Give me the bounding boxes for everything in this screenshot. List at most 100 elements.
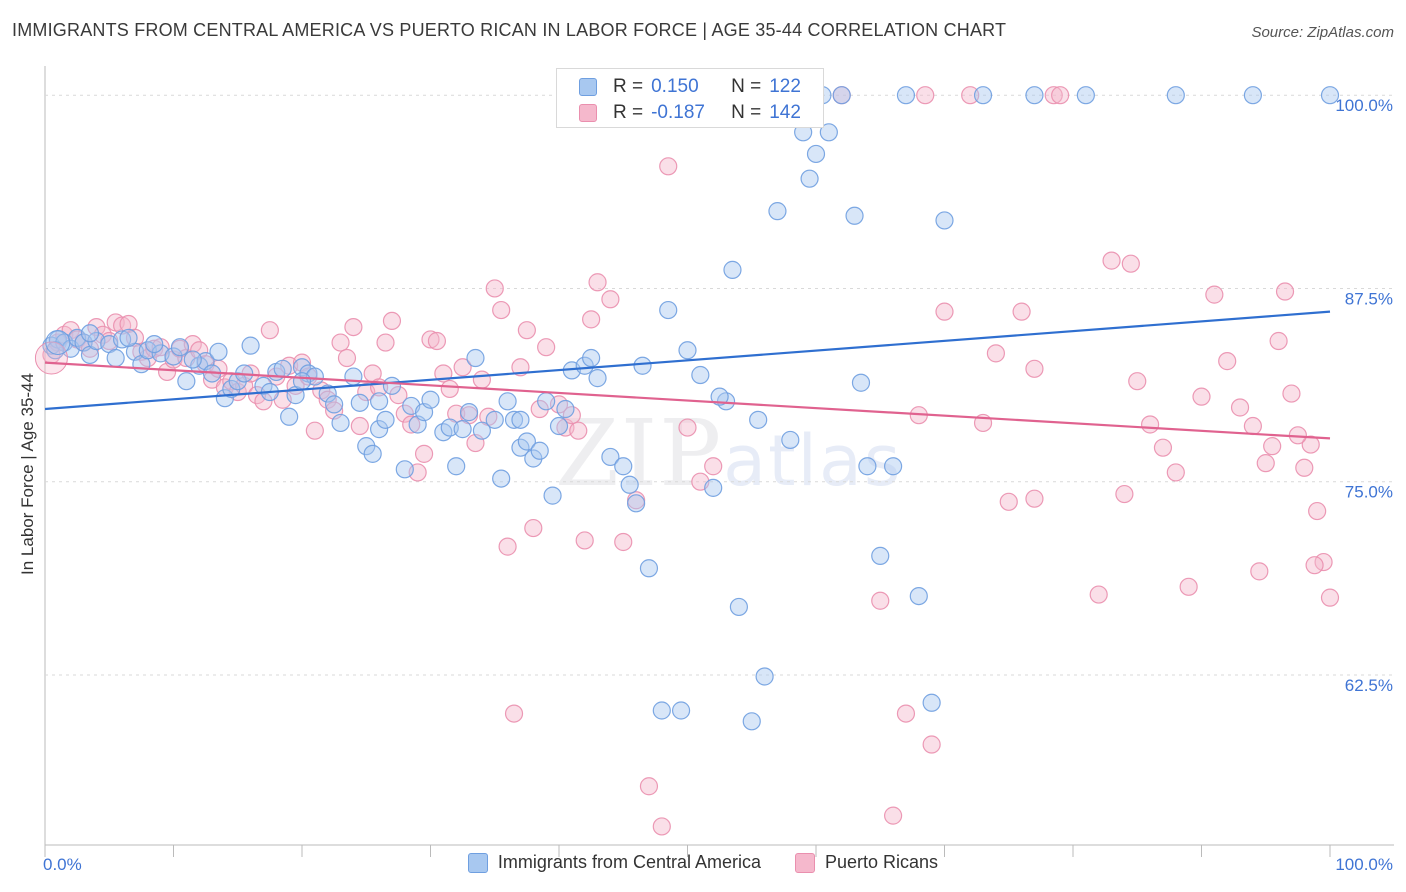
data-point-puerto-rican xyxy=(922,735,941,754)
data-point-puerto-rican xyxy=(485,279,504,298)
data-point-central-america xyxy=(588,369,607,388)
y-tick-label: 75.0% xyxy=(1345,483,1393,502)
data-point-central-america xyxy=(170,338,190,357)
data-point-puerto-rican xyxy=(1305,556,1324,575)
data-point-central-america xyxy=(639,559,659,578)
data-point-puerto-rican xyxy=(582,310,601,329)
data-point-central-america xyxy=(453,420,472,439)
data-point-central-america xyxy=(472,421,491,440)
data-point-puerto-rican xyxy=(344,317,363,337)
data-point-puerto-rican xyxy=(376,333,395,352)
data-point-central-america xyxy=(80,324,100,343)
data-point-central-america xyxy=(119,328,138,348)
data-point-central-america xyxy=(710,387,729,406)
data-point-central-america xyxy=(671,701,691,720)
data-point-central-america xyxy=(485,410,504,429)
data-point-puerto-rican xyxy=(260,321,279,340)
data-point-central-america xyxy=(1025,86,1044,105)
data-point-central-america xyxy=(447,457,466,476)
data-point-puerto-rican xyxy=(916,86,935,105)
data-point-puerto-rican xyxy=(331,333,350,352)
data-point-central-america xyxy=(582,348,601,368)
y-axis-label: In Labor Force | Age 35-44 xyxy=(18,373,37,575)
data-point-puerto-rican xyxy=(1230,398,1250,417)
data-point-puerto-rican xyxy=(652,817,671,836)
data-point-central-america xyxy=(209,342,228,361)
legend-item-central-america[interactable]: Immigrants from Central America xyxy=(467,852,761,873)
y-tick-label: 100.0% xyxy=(1335,96,1393,115)
stats-legend: R = 0.150 N = 122 R = -0.187 N = 142 xyxy=(556,68,824,128)
data-point-central-america xyxy=(370,420,389,439)
data-point-puerto-rican xyxy=(1121,254,1140,273)
data-point-central-america xyxy=(749,410,768,429)
data-point-central-america xyxy=(280,407,299,426)
data-point-central-america xyxy=(909,586,928,606)
data-point-puerto-rican xyxy=(498,537,517,556)
y-tick-label: 62.5% xyxy=(1345,676,1393,695)
data-point-central-america xyxy=(530,441,549,460)
data-point-puerto-rican xyxy=(1205,285,1224,304)
data-point-central-america xyxy=(459,403,479,422)
n-value: 122 xyxy=(769,76,801,97)
data-point-puerto-rican xyxy=(1025,489,1044,508)
data-point-central-america xyxy=(241,336,260,355)
data-point-central-america xyxy=(973,86,993,105)
data-point-central-america xyxy=(325,395,344,414)
data-point-central-america xyxy=(145,334,164,354)
data-point-central-america xyxy=(517,432,536,451)
data-point-central-america xyxy=(382,376,402,395)
data-point-puerto-rican xyxy=(1301,435,1320,454)
data-point-puerto-rican xyxy=(1243,416,1263,436)
data-point-puerto-rican xyxy=(1256,454,1275,473)
data-point-central-america xyxy=(492,469,511,488)
data-point-puerto-rican xyxy=(1128,372,1147,391)
data-point-central-america xyxy=(858,457,877,476)
data-point-central-america xyxy=(164,347,183,366)
data-point-central-america xyxy=(851,373,871,392)
data-point-puerto-rican xyxy=(999,492,1018,511)
data-point-puerto-rican xyxy=(1012,302,1031,321)
data-point-puerto-rican xyxy=(704,457,723,476)
data-point-puerto-rican xyxy=(588,273,607,292)
data-point-central-america xyxy=(819,123,838,142)
data-point-central-america xyxy=(729,597,749,617)
data-point-central-america xyxy=(183,350,202,369)
data-point-puerto-rican xyxy=(1320,588,1340,607)
data-point-central-america xyxy=(922,693,941,712)
data-point-central-america xyxy=(626,494,646,513)
data-point-puerto-rican xyxy=(1025,359,1044,378)
data-point-puerto-rican xyxy=(1218,352,1237,371)
y-axis-label-wrap: In Labor Force | Age 35-44 xyxy=(16,373,40,575)
data-point-puerto-rican xyxy=(511,358,530,377)
data-point-puerto-rican xyxy=(986,344,1006,363)
data-point-central-america xyxy=(742,712,761,731)
r-value: 0.150 xyxy=(651,76,699,97)
data-point-puerto-rican xyxy=(440,379,459,399)
legend-swatch-pink xyxy=(795,852,815,873)
data-point-puerto-rican xyxy=(305,421,324,440)
data-point-puerto-rican xyxy=(678,418,697,437)
data-point-central-america xyxy=(1243,86,1263,105)
legend-swatch-blue xyxy=(467,852,488,873)
data-point-central-america xyxy=(537,392,556,411)
data-point-central-america xyxy=(344,367,363,386)
stats-row-puerto-rican: R = -0.187 N = 142 xyxy=(579,100,801,126)
data-point-central-america xyxy=(704,478,723,497)
data-point-puerto-rican xyxy=(1089,585,1108,604)
data-point-central-america xyxy=(755,667,774,686)
data-point-central-america xyxy=(1320,86,1340,105)
data-point-central-america xyxy=(678,341,697,360)
legend: Immigrants from Central America Puerto R… xyxy=(0,852,1406,873)
r-label: R = xyxy=(613,102,644,123)
source-credit: Source: ZipAtlas.com xyxy=(1251,24,1394,41)
data-point-central-america xyxy=(331,413,350,433)
data-point-central-america xyxy=(395,460,414,479)
data-point-puerto-rican xyxy=(896,704,916,723)
data-point-puerto-rican xyxy=(883,806,903,825)
data-point-puerto-rican xyxy=(639,777,659,796)
data-point-central-america xyxy=(691,365,710,385)
stats-swatch-pink xyxy=(579,104,597,122)
data-point-central-america xyxy=(896,86,916,105)
legend-item-puerto-ricans[interactable]: Puerto Ricans xyxy=(795,852,938,873)
